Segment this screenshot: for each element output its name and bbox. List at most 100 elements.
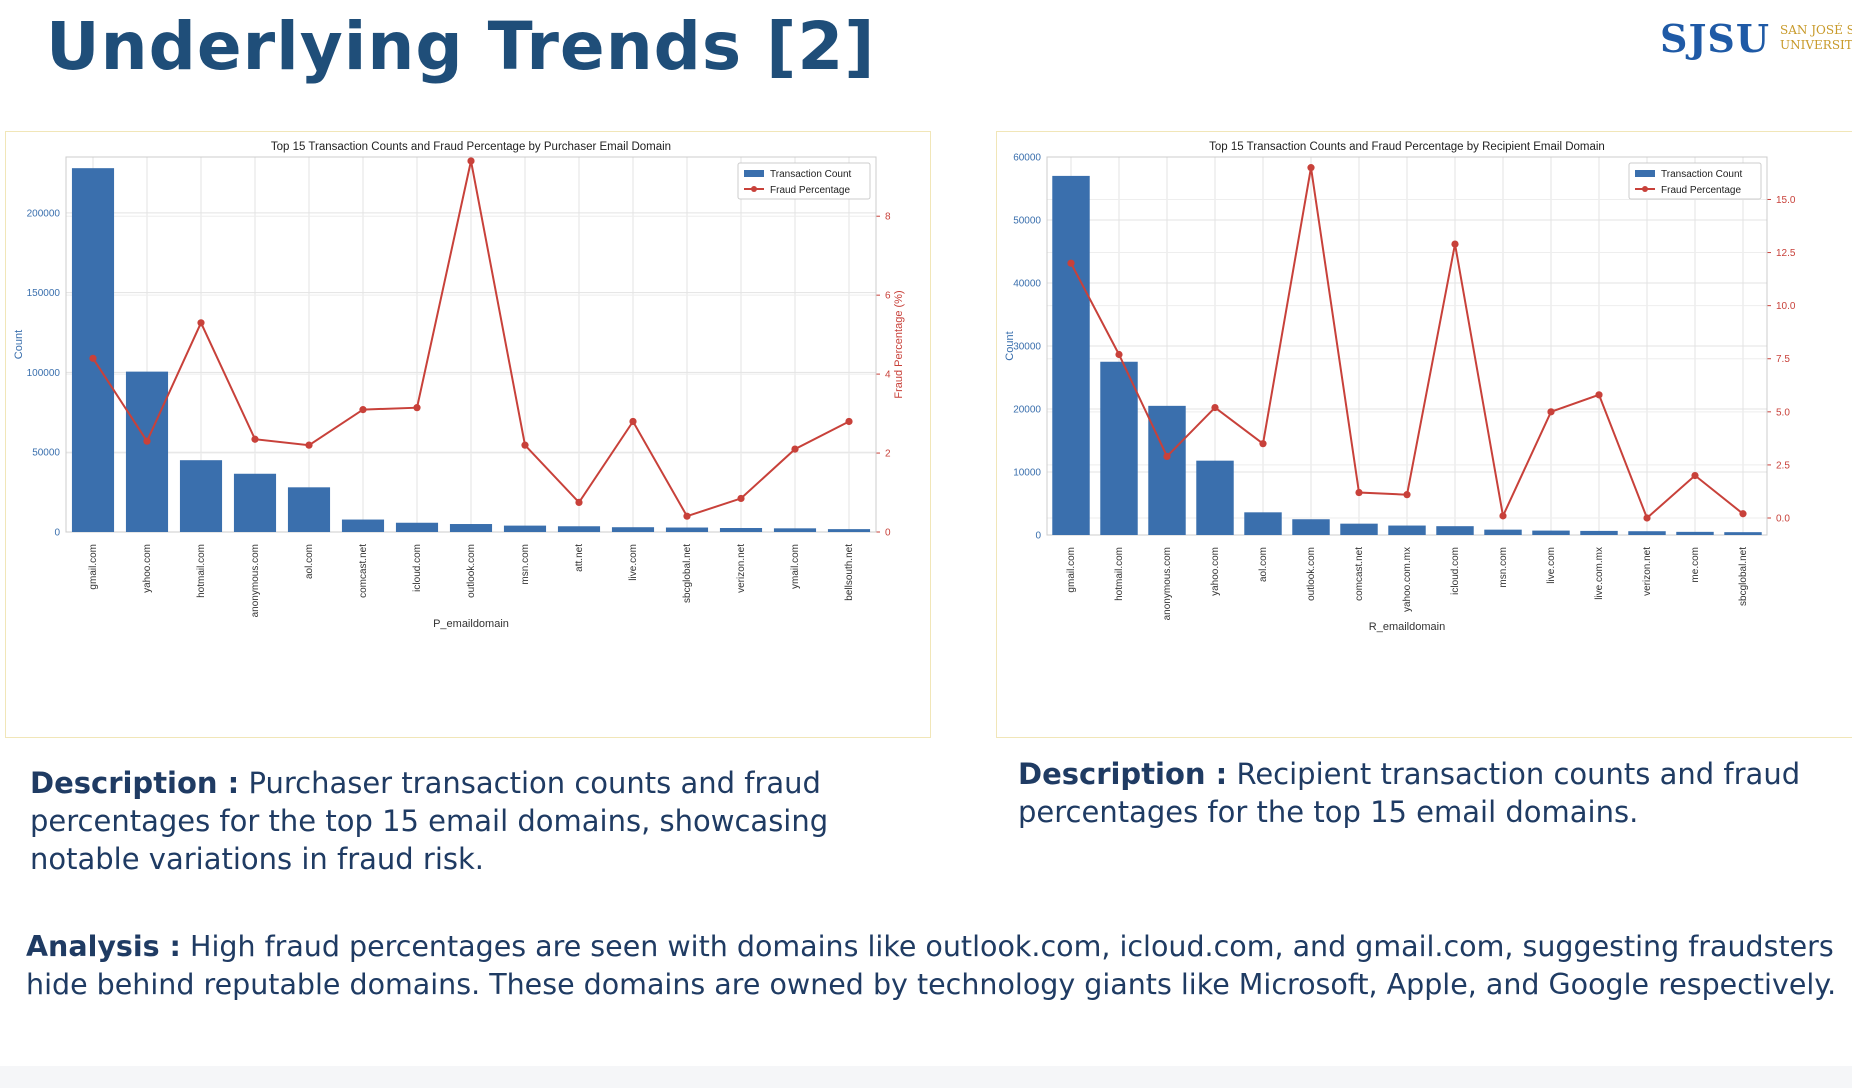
x-tick-label: verizon.net <box>736 544 747 593</box>
fraud-point-yahoo.com.mx <box>1403 491 1411 499</box>
bar-icloud.com <box>395 522 439 532</box>
chart-title: Top 15 Transaction Counts and Fraud Perc… <box>1209 141 1605 153</box>
analysis-paragraph: Analysis : High fraud percentages are se… <box>26 928 1846 1004</box>
x-tick-label: comcast.net <box>1354 547 1365 601</box>
x-tick-label: sbcglobal.net <box>1738 547 1749 606</box>
y-tick-label: 40000 <box>1013 279 1041 290</box>
x-tick-label: yahoo.com <box>1210 547 1221 596</box>
y2-tick-label: 6 <box>885 291 891 302</box>
y2-tick-label: 7.5 <box>1776 354 1790 365</box>
bar-hotmail.com <box>1100 361 1138 535</box>
bar-icloud.com <box>1436 526 1474 535</box>
analysis-label: Analysis : <box>26 930 181 963</box>
bar-live.com <box>1532 530 1570 535</box>
legend-box <box>1628 162 1762 200</box>
bar-me.com <box>1676 531 1714 535</box>
x-tick-label: live.com.mx <box>1594 547 1605 600</box>
bar-verizon.net <box>719 528 763 532</box>
fraud-point-sbcglobal.net <box>1739 510 1747 518</box>
x-tick-label: sbcglobal.net <box>682 544 693 603</box>
y-tick-label: 150000 <box>27 288 61 299</box>
fraud-point-verizon.net <box>1643 514 1651 522</box>
x-tick-label: msn.com <box>520 544 531 585</box>
chart-title: Top 15 Transaction Counts and Fraud Perc… <box>271 141 671 153</box>
fraud-point-comcast.net <box>359 406 367 414</box>
fraud-point-anonymous.com <box>1163 452 1171 461</box>
x-tick-label: msn.com <box>1498 547 1509 588</box>
x-tick-label: yahoo.com <box>142 544 153 593</box>
y-tick-label: 0 <box>1035 531 1041 542</box>
description-label: Description : <box>30 766 240 800</box>
analysis-text: High fraud percentages are seen with dom… <box>26 930 1837 1001</box>
y2-tick-label: 0.0 <box>1776 514 1790 525</box>
recipient-email-chart: 0 10000 20000 30000 40000 50000 60000 0.0 2.5 5.0… <box>1004 141 1796 633</box>
x-tick-label: aol.com <box>1258 547 1269 582</box>
fraud-point-ymail.com <box>791 445 799 453</box>
legend-label: Transaction Count <box>770 169 852 180</box>
x-tick-label: icloud.com <box>412 544 423 592</box>
fraud-point-comcast.net <box>1355 488 1363 497</box>
x-tick-label: live.com <box>1546 547 1557 584</box>
purchaser-email-chart: 0 50000 100000 150000 200000 0 2 4 6 8 gmail.com ya… <box>13 141 905 630</box>
page-title: Underlying Trends [2] <box>46 8 876 85</box>
x-tick-label: hotmail.com <box>1114 547 1125 601</box>
fraud-point-gmail.com <box>1067 259 1075 267</box>
legend-label: Fraud Percentage <box>1661 185 1741 196</box>
bar-live.com.mx <box>1580 530 1618 535</box>
x-tick-label: hotmail.com <box>196 544 207 598</box>
y2-tick-label: 2.5 <box>1776 460 1790 471</box>
fraud-point-aol.com <box>1259 440 1267 448</box>
bar-yahoo.com <box>1196 460 1234 535</box>
x-tick-label: me.com <box>1690 547 1701 583</box>
bar-verizon.net <box>1628 531 1666 535</box>
purchaser-chart-panel: 0 50000 100000 150000 200000 0 2 4 6 8 gmail.com ya… <box>5 131 931 738</box>
y-tick-label: 20000 <box>1013 405 1041 416</box>
x-tick-label: bellsouth.net <box>844 544 855 601</box>
bar-anonymous.com <box>1148 405 1186 535</box>
bar-bellsouth.net <box>827 529 871 532</box>
purchaser-description: Description : Purchaser transaction coun… <box>30 764 930 878</box>
fraud-point-icloud.com <box>413 404 421 412</box>
description-text: Recipient transaction counts and fraud p… <box>1018 757 1801 829</box>
x-tick-label: gmail.com <box>88 544 99 590</box>
description-text: Purchaser transaction counts and fraud p… <box>30 766 829 876</box>
x-tick-label: anonymous.com <box>250 544 261 617</box>
y-tick-label: 200000 <box>27 208 61 219</box>
y2-tick-label: 10.0 <box>1776 301 1796 312</box>
sjsu-logo: SJSU SAN JOSÉ STATE UNIVERSITY <box>1660 16 1852 61</box>
y2-tick-label: 8 <box>885 212 891 223</box>
bar-comcast.net <box>1340 523 1378 535</box>
bar-outlook.com <box>1292 519 1330 535</box>
legend-swatch-marker <box>1642 186 1648 192</box>
x-tick-label: yahoo.com.mx <box>1402 547 1413 612</box>
fraud-point-verizon.net <box>737 494 745 503</box>
y-tick-label: 100000 <box>27 368 61 379</box>
fraud-point-live.com.mx <box>1595 391 1603 399</box>
recipient-description: Description : Recipient transaction coun… <box>1018 755 1838 831</box>
bar-gmail.com <box>71 168 115 532</box>
fraud-point-outlook.com <box>1307 164 1315 172</box>
fraud-point-me.com <box>1691 471 1699 480</box>
y2-axis-label: Fraud Percentage (%) <box>893 290 905 398</box>
bar-anonymous.com <box>233 473 277 532</box>
x-axis-label: R_emaildomain <box>1369 621 1445 633</box>
logo-subtitle: SAN JOSÉ STATE UNIVERSITY <box>1780 23 1852 52</box>
y2-tick-label: 12.5 <box>1776 248 1796 259</box>
bar-outlook.com <box>449 524 493 532</box>
bar-hotmail.com <box>179 460 223 532</box>
fraud-point-gmail.com <box>89 354 97 362</box>
y2-tick-label: 4 <box>885 370 891 381</box>
legend-swatch-bar <box>1635 170 1655 177</box>
y2-tick-label: 5.0 <box>1776 407 1790 418</box>
recipient-chart-panel: 0 10000 20000 30000 40000 50000 60000 0.0 2.5 5.0… <box>996 131 1852 738</box>
x-tick-label: comcast.net <box>358 544 369 598</box>
y-tick-label: 30000 <box>1013 342 1041 353</box>
x-tick-label: gmail.com <box>1066 547 1077 593</box>
logo-mark: SJSU <box>1660 16 1771 61</box>
bar-aol.com <box>1244 512 1282 535</box>
x-tick-label: aol.com <box>304 544 315 579</box>
bar-att.net <box>557 526 601 532</box>
y2-tick-label: 0 <box>885 528 891 539</box>
fraud-point-hotmail.com <box>1115 350 1123 359</box>
fraud-point-bellsouth.net <box>845 417 853 426</box>
